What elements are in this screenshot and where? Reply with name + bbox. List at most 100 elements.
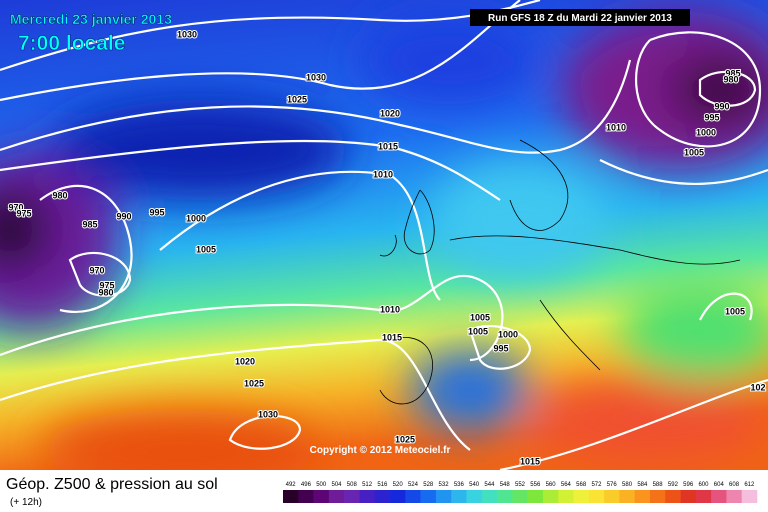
scale-label: 492 xyxy=(286,482,297,488)
footer-lead: (+ 12h) xyxy=(10,497,42,508)
isobar-label: 1005 xyxy=(470,312,490,322)
isobar-label: 980 xyxy=(98,287,113,297)
isobar-label: 990 xyxy=(714,101,729,111)
scale-label: 572 xyxy=(591,482,602,488)
scale-swatch xyxy=(374,490,391,503)
isobar-label: 1005 xyxy=(725,306,745,316)
isobar-label: 1030 xyxy=(177,29,197,39)
scale-swatch xyxy=(390,490,406,503)
scale-label: 568 xyxy=(576,482,587,488)
scale-swatch xyxy=(313,490,330,503)
scale-label: 528 xyxy=(423,482,434,488)
isobar-label: 995 xyxy=(704,112,719,122)
scale-swatch xyxy=(649,490,666,503)
isobar-label: 980 xyxy=(52,190,67,200)
isobar-label: 1000 xyxy=(186,213,206,223)
scale-label: 604 xyxy=(714,482,725,488)
isobar-label: 1005 xyxy=(684,147,704,157)
scale-label: 592 xyxy=(668,482,679,488)
isobar-label: 985 xyxy=(725,68,740,78)
scale-swatch xyxy=(451,490,467,503)
color-scale: 492 496 500 504 508 512 516 520 524 528 532 536 540 5… xyxy=(283,482,758,503)
scale-swatch xyxy=(542,490,559,503)
scale-label: 556 xyxy=(530,482,541,488)
scale-label: 520 xyxy=(393,482,404,488)
scale-swatch xyxy=(344,490,360,503)
isobar-label: 990 xyxy=(116,211,131,221)
isobar-label: 1020 xyxy=(235,356,255,366)
scale-label: 540 xyxy=(469,482,480,488)
footer-title: Géop. Z500 & pression au sol xyxy=(6,476,218,493)
map-background xyxy=(0,0,768,490)
scale-swatch xyxy=(604,490,620,503)
scale-swatch xyxy=(634,490,651,503)
scale-label: 548 xyxy=(500,482,511,488)
copyright: Copyright © 2012 Meteociel.fr xyxy=(310,445,451,456)
scale-label: 584 xyxy=(637,482,648,488)
isobar-label: 985 xyxy=(82,219,97,229)
isobar-label: 1000 xyxy=(696,127,716,137)
isobar-label: 1025 xyxy=(287,94,307,104)
isobar-label: 1020 xyxy=(380,108,400,118)
scale-swatch xyxy=(680,490,697,503)
scale-swatch xyxy=(695,490,712,503)
isobar-label: 1005 xyxy=(468,326,488,336)
scale-swatch xyxy=(665,490,681,503)
scale-swatch xyxy=(481,490,498,503)
isobar-label: 1015 xyxy=(382,332,402,342)
scale-label: 580 xyxy=(622,482,633,488)
scale-label: 536 xyxy=(454,482,465,488)
scale-swatch xyxy=(558,490,574,503)
scale-label: 508 xyxy=(347,482,358,488)
date: Mercredi 23 janvier 2013 xyxy=(10,11,172,27)
isobar-label: 1005 xyxy=(196,244,216,254)
scale-swatch xyxy=(573,490,590,503)
scale-swatch xyxy=(405,490,421,503)
scale-swatch xyxy=(512,490,528,503)
scale-swatch xyxy=(298,490,314,503)
isobar-label: 975 xyxy=(99,280,114,290)
scale-swatch xyxy=(711,490,727,503)
scale-swatch xyxy=(359,490,376,503)
scale-swatch xyxy=(283,490,299,503)
run-box xyxy=(470,9,690,26)
scale-swatch xyxy=(466,490,483,503)
isobar-label: 1000 xyxy=(498,329,518,339)
isobar-label: 1030 xyxy=(306,72,326,82)
isobar-label: 1010 xyxy=(373,169,393,179)
isobar-label: 995 xyxy=(149,207,164,217)
scale-label: 532 xyxy=(439,482,450,488)
isobar-label: 980 xyxy=(723,74,738,84)
scale-label: 576 xyxy=(607,482,618,488)
scale-label: 564 xyxy=(561,482,572,488)
scale-label: 552 xyxy=(515,482,526,488)
isobar-label: 102 xyxy=(750,382,765,392)
isobar-label: 1025 xyxy=(395,434,415,444)
isobar-label: 1015 xyxy=(520,456,540,466)
scale-label: 496 xyxy=(301,482,312,488)
coastlines xyxy=(379,139,741,405)
isobar-label: 1010 xyxy=(380,304,400,314)
time: 7:00 locale xyxy=(18,32,125,55)
isobar-label: 1015 xyxy=(378,141,398,151)
scale-label: 504 xyxy=(332,482,343,488)
scale-swatch xyxy=(328,490,345,503)
isobar-label: 1025 xyxy=(244,378,264,388)
scale-swatch xyxy=(726,490,743,503)
isobar-label: 970 xyxy=(89,265,104,275)
scale-label: 596 xyxy=(683,482,694,488)
scale-swatch xyxy=(420,490,437,503)
run-info: Run GFS 18 Z du Mardi 22 janvier 2013 xyxy=(488,13,672,24)
scale-swatch xyxy=(527,490,544,503)
isobar-lines xyxy=(0,0,768,470)
scale-label: 608 xyxy=(729,482,740,488)
isobar-label: 1030 xyxy=(258,409,278,419)
scale-swatch xyxy=(497,490,513,503)
isobar-label: 995 xyxy=(493,343,508,353)
scale-swatch xyxy=(619,490,635,503)
scale-swatch xyxy=(741,490,758,503)
scale-label: 612 xyxy=(744,482,755,488)
scale-swatch xyxy=(435,490,452,503)
